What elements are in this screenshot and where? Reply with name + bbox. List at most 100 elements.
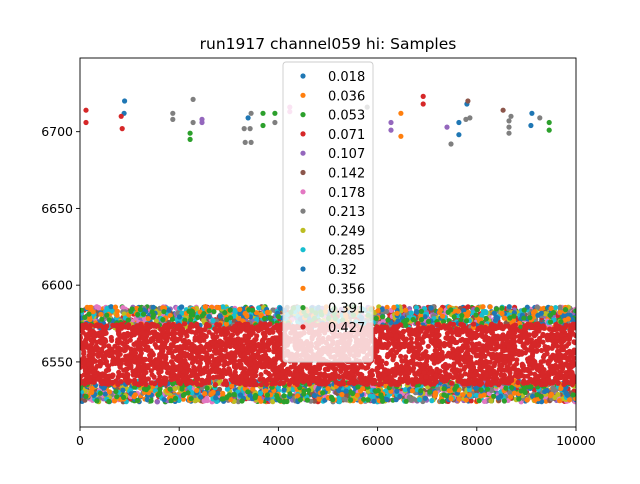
data-point <box>495 395 501 401</box>
data-point <box>80 385 83 391</box>
data-point <box>451 314 457 320</box>
data-point <box>455 308 461 314</box>
data-point <box>239 398 245 404</box>
data-point <box>380 398 386 404</box>
data-point <box>89 389 95 395</box>
outlier-point <box>242 139 248 145</box>
data-point <box>263 388 269 394</box>
outlier-point <box>83 119 89 126</box>
data-point <box>448 396 454 402</box>
data-point <box>143 387 149 393</box>
data-point <box>161 397 167 403</box>
data-point <box>466 392 473 398</box>
data-point <box>408 397 414 403</box>
data-point <box>311 398 318 404</box>
data-point <box>215 390 221 396</box>
data-point <box>170 381 176 387</box>
data-point <box>495 315 501 321</box>
data-point <box>301 391 307 397</box>
data-point <box>188 317 194 323</box>
data-point <box>111 398 118 404</box>
data-point <box>511 313 517 319</box>
data-point <box>106 398 112 405</box>
data-point <box>441 386 447 392</box>
chart-title: run1917 channel059 hi: Samples <box>200 35 457 53</box>
data-point <box>553 305 559 311</box>
data-point <box>516 396 522 402</box>
data-point <box>488 387 495 394</box>
data-point <box>476 398 482 404</box>
data-point <box>297 397 303 403</box>
outlier-point <box>248 139 254 145</box>
data-point <box>256 305 262 311</box>
data-point <box>409 388 415 394</box>
data-point <box>220 304 226 310</box>
outlier-point <box>119 126 125 132</box>
data-point <box>128 308 134 314</box>
data-point <box>394 388 400 394</box>
data-point <box>81 351 87 357</box>
data-point <box>115 381 121 387</box>
data-point <box>154 399 160 405</box>
data-point <box>509 385 515 391</box>
data-point <box>115 374 121 380</box>
data-point <box>189 390 195 396</box>
data-point <box>206 314 212 320</box>
data-point <box>264 392 271 398</box>
outlier-point <box>122 98 128 104</box>
data-point <box>379 394 385 400</box>
data-point <box>403 322 409 328</box>
data-point <box>227 307 233 313</box>
data-point <box>149 309 155 315</box>
data-point <box>355 384 361 390</box>
data-point <box>198 382 204 388</box>
data-point <box>84 304 90 310</box>
data-point <box>179 310 185 316</box>
data-point <box>373 315 379 321</box>
outlier-point <box>170 110 176 116</box>
outlier-point <box>506 118 512 124</box>
data-point <box>511 390 517 396</box>
data-point <box>246 307 252 313</box>
outlier-point <box>528 122 534 129</box>
outlier-point <box>118 113 124 119</box>
data-point <box>262 315 268 322</box>
data-point <box>182 321 188 327</box>
data-point <box>138 350 144 356</box>
data-point <box>441 319 447 325</box>
data-point <box>190 312 196 318</box>
data-point <box>161 309 167 315</box>
data-point <box>120 387 126 393</box>
data-point <box>206 329 212 335</box>
data-point <box>245 389 251 395</box>
data-point <box>224 317 230 323</box>
data-point <box>250 386 256 392</box>
data-point <box>330 397 336 403</box>
data-point <box>220 390 226 396</box>
data-point <box>195 314 201 320</box>
data-point <box>544 387 550 393</box>
data-point <box>456 396 462 402</box>
data-point <box>143 381 149 388</box>
outlier-point <box>448 141 454 147</box>
data-point <box>471 321 477 327</box>
data-point <box>473 312 479 318</box>
data-point <box>212 382 218 388</box>
data-point <box>522 389 528 395</box>
data-point <box>348 397 354 403</box>
data-point <box>193 366 199 373</box>
data-point <box>506 304 512 310</box>
data-point <box>436 309 442 315</box>
data-point <box>385 317 391 323</box>
data-point <box>295 393 301 399</box>
data-point <box>160 317 166 323</box>
data-point <box>114 308 120 314</box>
data-point <box>361 396 367 402</box>
data-point <box>375 308 381 314</box>
data-point <box>566 397 573 403</box>
data-point <box>120 305 126 311</box>
data-point <box>316 396 322 402</box>
outlier-point <box>456 119 462 126</box>
data-point <box>451 362 457 368</box>
